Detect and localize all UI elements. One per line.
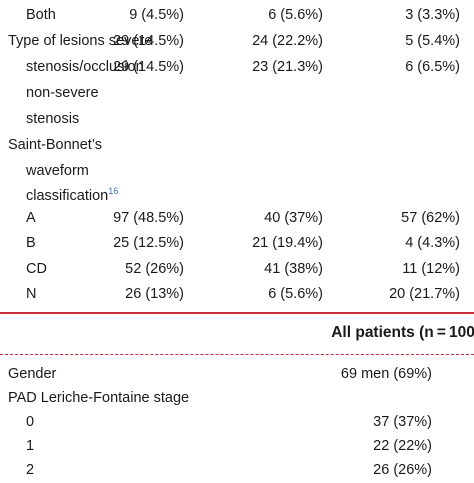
table-row: B 25 (12.5%) 21 (19.4%) 4 (4.3%) bbox=[0, 231, 474, 256]
reference-superscript: 16 bbox=[108, 186, 119, 196]
row-label: 1 bbox=[26, 438, 35, 454]
value-col-3: 6 (6.5%) bbox=[405, 59, 460, 75]
value-col-2: 23 (21.3%) bbox=[252, 59, 323, 75]
row-label: Type of lesions severe bbox=[8, 33, 153, 49]
value-col-3: 5 (5.4%) bbox=[405, 33, 460, 49]
value-col-1: 26 (13%) bbox=[125, 286, 184, 302]
row-label: stenosis/occlusion bbox=[26, 59, 144, 75]
table-row: waveform bbox=[0, 159, 474, 184]
table-bottom-rule bbox=[0, 312, 474, 314]
table-row: 1 22 (22%) bbox=[0, 434, 474, 459]
row-label-text: classification bbox=[26, 188, 109, 204]
value-col-1: 29 (14.5%) bbox=[113, 59, 184, 75]
table-row: classification16 bbox=[0, 184, 474, 209]
table-row: stenosis bbox=[0, 107, 474, 132]
row-label: B bbox=[26, 235, 36, 251]
table-row: Saint-Bonnet’s bbox=[0, 133, 474, 158]
table-row: Gender 69 men (69%) bbox=[0, 362, 474, 387]
value-col-3: 20 (21.7%) bbox=[389, 286, 460, 302]
table-row: stenosis/occlusion 29 (14.5%) 23 (21.3%)… bbox=[0, 55, 474, 80]
row-label: CD bbox=[26, 261, 47, 277]
row-label: N bbox=[26, 286, 37, 302]
table-row: PAD Leriche-Fontaine stage bbox=[0, 386, 474, 411]
row-value: 26 (26%) bbox=[373, 462, 432, 478]
value-col-2: 6 (5.6%) bbox=[268, 7, 323, 23]
table-row: 2 26 (26%) bbox=[0, 458, 474, 483]
header-divider bbox=[0, 354, 474, 355]
value-col-3: 3 (3.3%) bbox=[405, 7, 460, 23]
value-col-3: 57 (62%) bbox=[401, 210, 460, 226]
table-row: non-severe bbox=[0, 81, 474, 106]
value-col-1: 9 (4.5%) bbox=[129, 7, 184, 23]
row-label: PAD Leriche-Fontaine stage bbox=[8, 390, 190, 406]
value-col-1: 52 (26%) bbox=[125, 261, 184, 277]
table-row: Type of lesions severe 29 (14.5%) 24 (22… bbox=[0, 29, 474, 54]
value-col-2: 41 (38%) bbox=[264, 261, 323, 277]
row-value: 37 (37%) bbox=[373, 414, 432, 430]
table-row: A 97 (48.5%) 40 (37%) 57 (62%) bbox=[0, 206, 474, 231]
value-col-2: 21 (19.4%) bbox=[252, 235, 323, 251]
value-col-2: 24 (22.2%) bbox=[252, 33, 323, 49]
row-label: waveform bbox=[26, 163, 89, 179]
row-label: stenosis bbox=[26, 111, 80, 127]
row-label: 2 bbox=[26, 462, 35, 478]
column-header-all-patients: All patients (n = 100) bbox=[331, 324, 474, 341]
row-label: 0 bbox=[26, 414, 35, 430]
row-label: Saint-Bonnet’s bbox=[8, 137, 103, 153]
value-col-3: 4 (4.3%) bbox=[405, 235, 460, 251]
value-col-2: 6 (5.6%) bbox=[268, 286, 323, 302]
row-label: Both bbox=[26, 7, 56, 23]
value-col-2: 40 (37%) bbox=[264, 210, 323, 226]
table-row: N 26 (13%) 6 (5.6%) 20 (21.7%) bbox=[0, 282, 474, 307]
row-label: classification16 bbox=[26, 184, 118, 209]
row-value: 69 men (69%) bbox=[340, 366, 432, 382]
table-row: CD 52 (26%) 41 (38%) 11 (12%) bbox=[0, 257, 474, 282]
row-label: Gender bbox=[8, 366, 57, 382]
row-label: A bbox=[26, 210, 36, 226]
value-col-1: 29 (14.5%) bbox=[113, 33, 184, 49]
row-label: non-severe bbox=[26, 85, 99, 101]
value-col-3: 11 (12%) bbox=[402, 261, 460, 277]
table-row: Both 9 (4.5%) 6 (5.6%) 3 (3.3%) bbox=[0, 3, 474, 28]
row-value: 22 (22%) bbox=[373, 438, 432, 454]
table-row: 0 37 (37%) bbox=[0, 410, 474, 435]
value-col-1: 25 (12.5%) bbox=[113, 235, 184, 251]
value-col-1: 97 (48.5%) bbox=[113, 210, 184, 226]
